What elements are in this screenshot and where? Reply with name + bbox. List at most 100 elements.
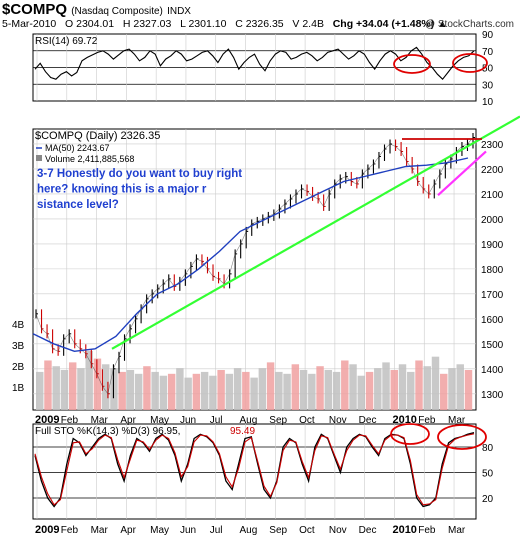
quote-high: H 2327.03 [122, 18, 172, 30]
price-tick-label: 1600 [481, 315, 504, 326]
volume-bar [77, 368, 85, 410]
volume-bar [374, 368, 382, 410]
volume-bar [308, 373, 316, 410]
volume-bar [44, 360, 52, 410]
volume-bar [464, 370, 473, 410]
volume-bar [118, 371, 126, 410]
x-tick-label: Feb [61, 525, 79, 536]
x-tick-label: Jun [180, 525, 196, 536]
volume-bar [324, 370, 333, 410]
x-tick-label: Jul [210, 525, 223, 536]
price-panel [32, 128, 477, 411]
volume-bar [398, 364, 407, 410]
rsi-tick-label: 10 [482, 97, 494, 108]
volume-bar [266, 362, 275, 410]
quote-line: 5-Mar-2010 O 2304.01 H 2327.03 L 2301.10… [2, 18, 448, 30]
quote-open: O 2304.01 [65, 18, 115, 30]
quote-date: 5-Mar-2010 [2, 18, 57, 30]
sto-title: Full STO %K(14,3) %D(3) 96.95, [35, 426, 180, 437]
volume-bar [151, 371, 159, 410]
volume-bar [258, 368, 267, 410]
volume-bar [275, 371, 283, 410]
index-name: (Nasdaq Composite) [71, 6, 163, 17]
x-tick-label: Mar [91, 415, 109, 426]
sto-annotation-ellipse [437, 424, 487, 450]
price-tick-label: 1300 [481, 390, 504, 401]
sto-tick-label: 80 [482, 443, 494, 454]
volume-bar [200, 371, 209, 410]
sto-annotation-ellipse [390, 423, 430, 445]
exchange: INDX [167, 6, 191, 17]
volume-bar [440, 373, 448, 410]
volume-bar [159, 375, 168, 410]
x-tick-label: Apr [120, 525, 136, 536]
volume-bar [415, 360, 423, 410]
price-tick-label: 2100 [481, 190, 504, 201]
volume-bar [283, 373, 291, 410]
annotation-text-line: here? knowing this is a major r [37, 184, 207, 196]
volume-bar [134, 373, 143, 410]
volume-tick-label: 2B [12, 362, 25, 373]
volume-bar [209, 375, 217, 410]
rsi-line [34, 46, 475, 81]
x-tick-label: Dec [359, 525, 377, 536]
price-tick-label: 2200 [481, 165, 504, 176]
volume-bar [299, 370, 308, 410]
volume-legend-swatch [36, 155, 42, 161]
volume-bar [250, 377, 258, 410]
rsi-annotation-ellipse [452, 53, 488, 73]
x-tick-label: Oct [299, 525, 315, 536]
annotation-text-line: 3-7 Honestly do you want to buy right [37, 168, 242, 180]
x-tick-label: Feb [418, 525, 436, 536]
price-tick-label: 1900 [481, 240, 504, 251]
x-tick-label: 2010 [392, 414, 416, 426]
volume-bar [349, 364, 357, 410]
x-tick-label: Aug [240, 525, 258, 536]
volume-tick-label: 4B [12, 320, 25, 331]
price-tick-label: 1400 [481, 365, 504, 376]
rsi-annotation-ellipse [393, 54, 431, 74]
volume-bar [101, 364, 110, 410]
x-tick-label: 2010 [392, 524, 416, 536]
rsi-tick-label: 50 [482, 64, 494, 75]
volume-bar [126, 370, 135, 410]
volume-bar [60, 370, 69, 410]
volume-bar [176, 368, 184, 410]
volume-bar [225, 373, 234, 410]
sto-d-value: 95.49 [230, 426, 255, 437]
green-trendline [111, 115, 520, 350]
price-tick-label: 2300 [481, 140, 504, 151]
volume-tick-label: 1B [12, 383, 25, 394]
volume-bar [68, 362, 77, 410]
price-line [35, 137, 474, 395]
sto-d-line [34, 433, 475, 506]
x-tick-label: Sep [269, 525, 287, 536]
volume-bar [184, 377, 192, 410]
x-tick-label: Nov [329, 525, 347, 536]
volume-bar [357, 375, 366, 410]
x-tick-label: Jun [180, 415, 196, 426]
volume-bar [93, 358, 102, 410]
rsi-tick-label: 90 [482, 30, 494, 41]
volume-bar [143, 366, 151, 410]
chart-title: $COMPQ (Nasdaq Composite) INDX [2, 1, 191, 18]
volume-bar [456, 364, 464, 410]
volume-tick-label: 3B [12, 341, 25, 352]
price-tick-label: 2000 [481, 215, 504, 226]
rsi-title: RSI(14) 69.72 [35, 36, 98, 47]
x-tick-label: Feb [418, 415, 436, 426]
volume-bar [217, 370, 225, 410]
volume-bar [407, 371, 415, 410]
x-tick-label: Apr [120, 415, 136, 426]
change-arrow-icon: ▲ [437, 18, 448, 30]
volume-bar [167, 373, 176, 410]
volume-bar [423, 366, 431, 410]
sto-tick-label: 50 [482, 469, 494, 480]
x-tick-label: May [150, 415, 169, 426]
sto-tick-label: 20 [482, 494, 494, 505]
x-tick-label: Oct [299, 415, 315, 426]
x-tick-label: Jul [210, 415, 223, 426]
x-tick-label: 2009 [35, 524, 59, 536]
volume-bar [390, 370, 398, 410]
